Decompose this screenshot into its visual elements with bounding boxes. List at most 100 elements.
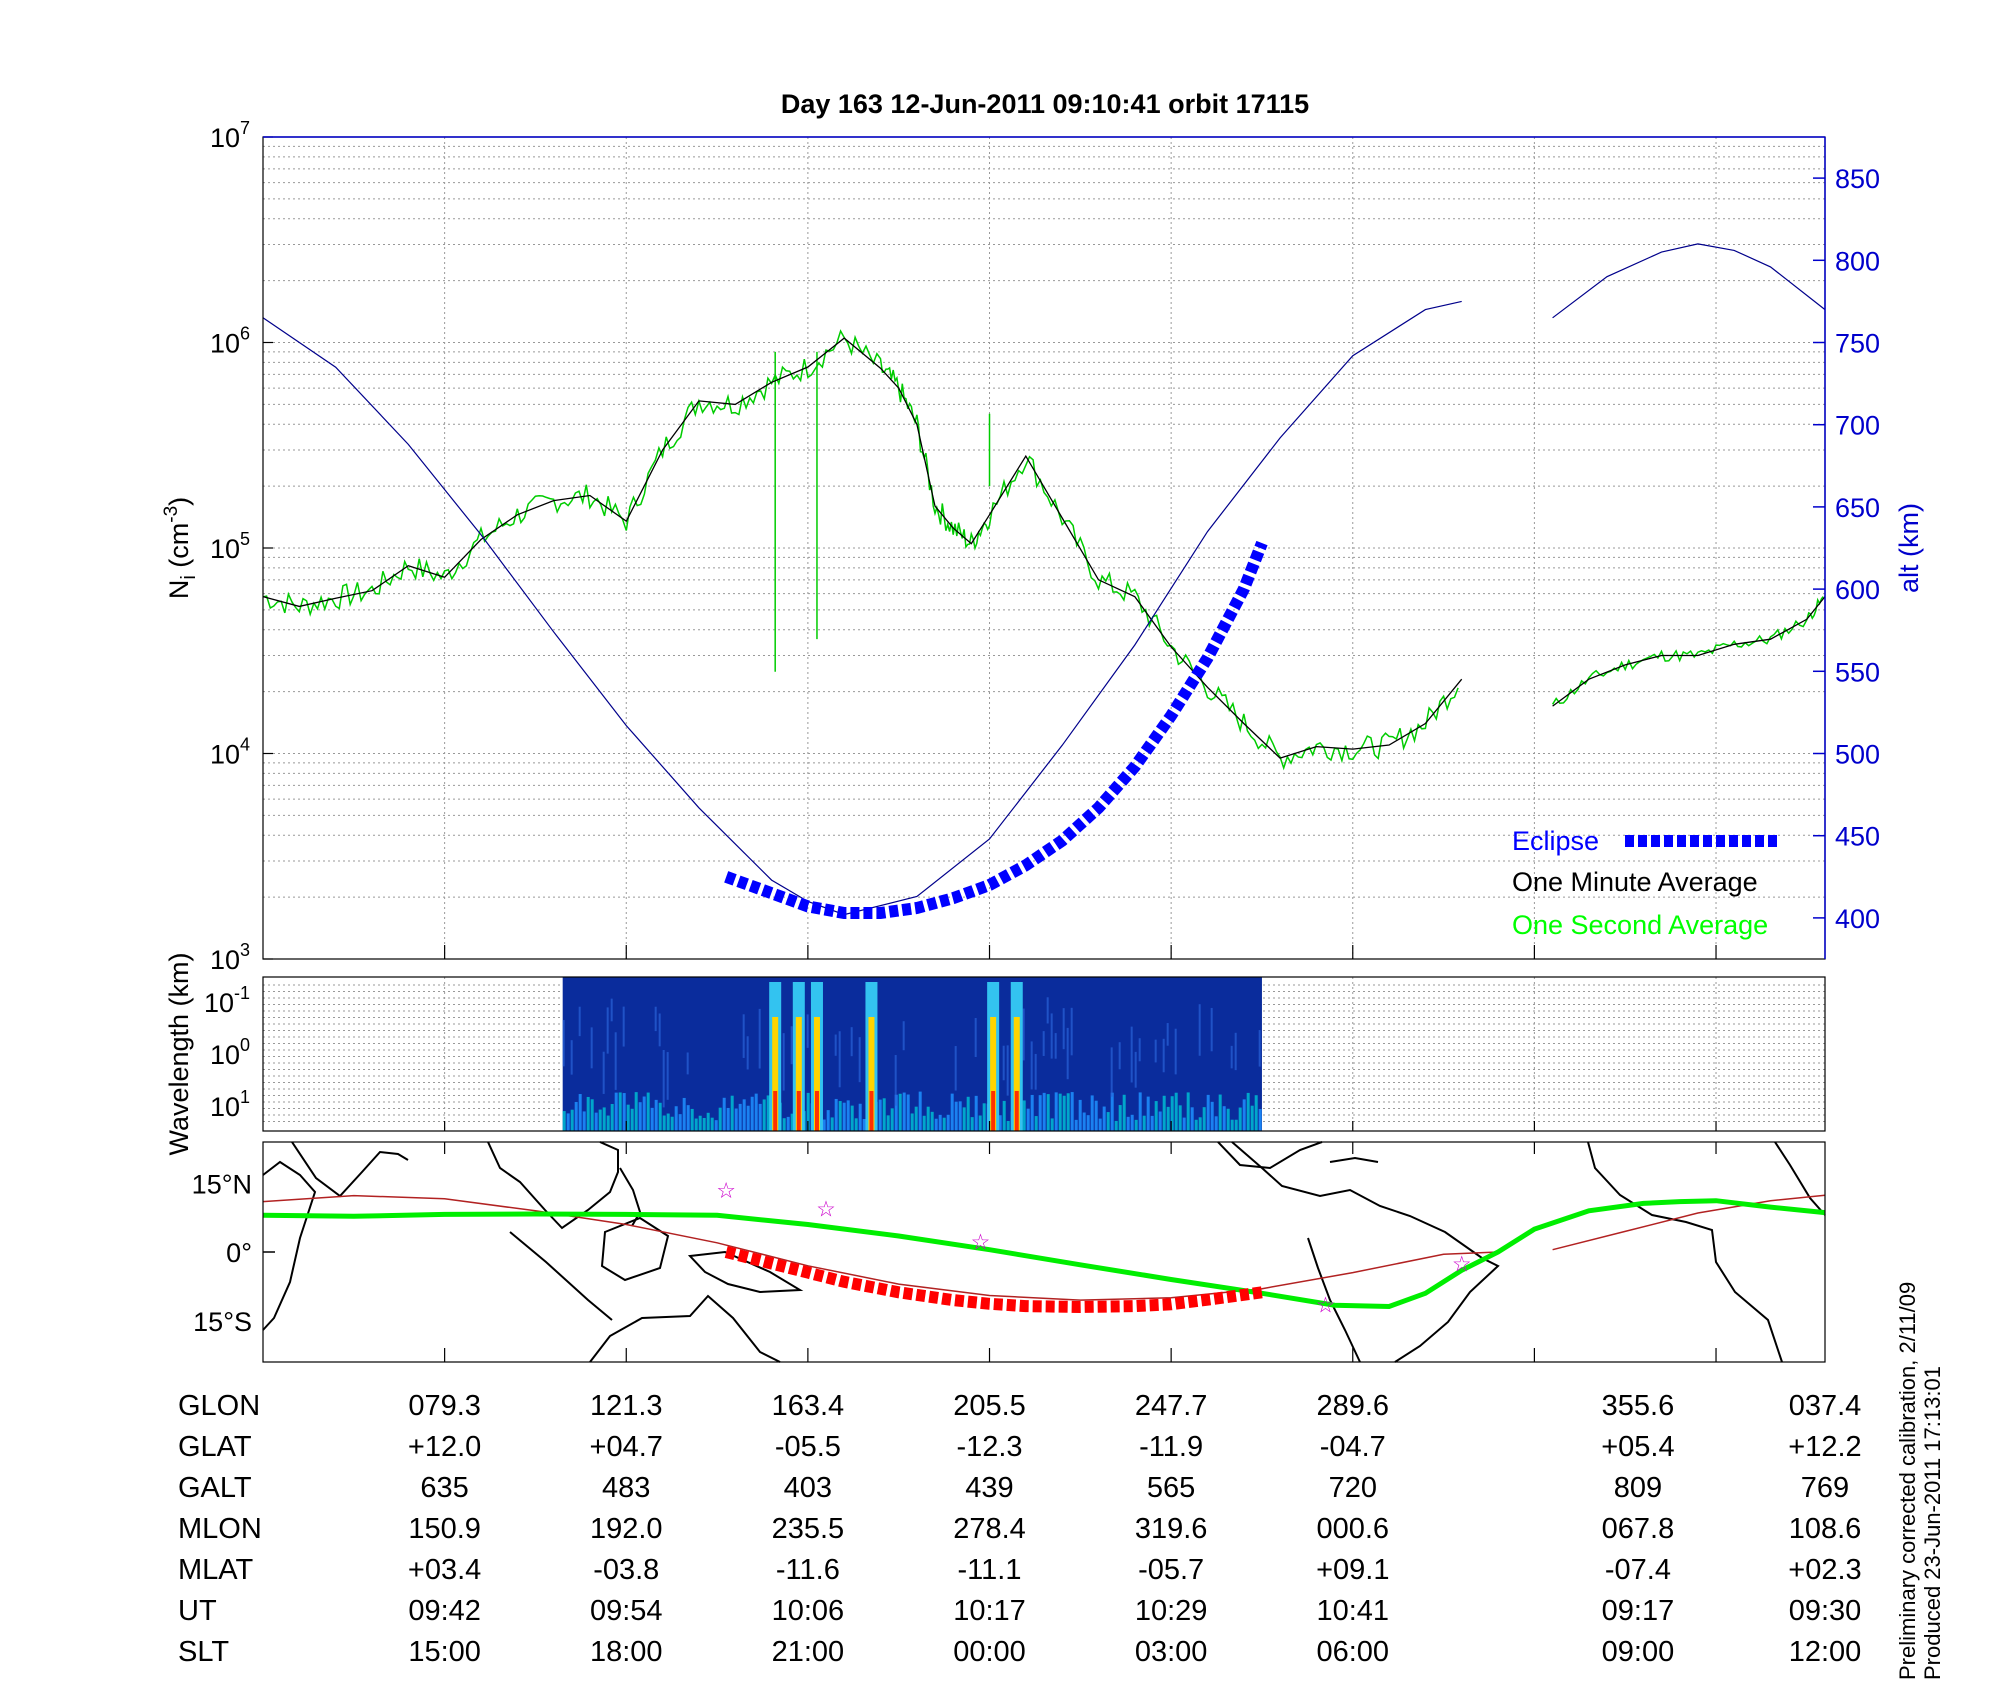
table-cell: -11.1 <box>957 1554 1022 1586</box>
spectrogram-column <box>1238 1107 1242 1131</box>
table-row-label: UT <box>178 1595 217 1627</box>
spectrogram-column <box>910 1113 914 1131</box>
spectrogram-column <box>1074 1119 1078 1131</box>
density-y-tick-labels: 103 104 105 106 107 <box>210 118 273 975</box>
spectrogram-streak <box>782 1033 785 1091</box>
table-row-label: GLON <box>178 1390 261 1422</box>
table-cell: 809 <box>1613 1472 1663 1504</box>
table-row-label: GLAT <box>178 1431 252 1463</box>
spectrogram-column <box>1182 1117 1186 1131</box>
spectrogram-column <box>646 1092 650 1131</box>
density-grid <box>263 137 1825 960</box>
spectrogram-column <box>1142 1115 1146 1131</box>
spectrogram-column <box>1138 1092 1142 1131</box>
spectrogram-column <box>562 1111 566 1131</box>
spectrogram-streak <box>1174 1028 1177 1075</box>
table-cell: +04.7 <box>589 1431 663 1463</box>
table-cell: 09:42 <box>408 1595 481 1627</box>
spectrogram-streak <box>1066 1027 1069 1080</box>
spectrogram-streak <box>1134 1051 1137 1088</box>
spectrogram-column <box>690 1108 694 1131</box>
map-y-tick-labels: 15°N 0° 15°S <box>192 1169 252 1337</box>
spectrogram-column <box>654 1099 658 1131</box>
density-series <box>262 243 1826 919</box>
spectrogram-column <box>846 1100 850 1131</box>
altitude-series <box>262 300 1462 916</box>
spectrogram-column <box>1038 1095 1042 1131</box>
spectrogram-column <box>826 1110 830 1131</box>
spectrogram-column <box>934 1118 938 1131</box>
spectrogram-streak <box>614 1032 617 1090</box>
spectrogram-column <box>906 1094 910 1131</box>
spectrogram-column <box>766 1095 770 1131</box>
map-panel-frame <box>262 1141 1826 1363</box>
table-row: SLT 15:00 18:00 21:00 00:00 03:00 06:00 09:00 12… <box>0 1636 1900 1676</box>
spectrogram-streak <box>666 1052 669 1100</box>
spectrogram-streak <box>602 1051 605 1094</box>
spectrogram-column <box>662 1115 666 1131</box>
spectrogram-column <box>1242 1099 1246 1131</box>
wavelength-y-tick-label: 101 <box>210 1087 250 1122</box>
spectrogram-streak <box>1234 1032 1237 1071</box>
spectrogram-column <box>594 1112 598 1131</box>
chart-title: Day 163 12-Jun-2011 09:10:41 orbit 17115 <box>781 89 1309 119</box>
spectrogram-column <box>890 1108 894 1131</box>
spectrogram-column <box>786 1116 790 1131</box>
spectrogram-column <box>1066 1093 1070 1131</box>
spectrogram-column <box>1086 1115 1090 1131</box>
spectrogram-column <box>590 1099 594 1131</box>
table-cell: 000.6 <box>1316 1513 1390 1545</box>
one-minute-series-2 <box>1552 596 1826 707</box>
star-marker: ☆ <box>1316 1293 1336 1318</box>
coastline-australia <box>589 1294 781 1363</box>
coastline-south-america <box>1231 1141 1500 1363</box>
spectrogram-column <box>1130 1114 1134 1131</box>
table-cell: -03.8 <box>593 1554 660 1586</box>
altitude-y-tick-label: 450 <box>1835 822 1880 852</box>
spectrogram-streak <box>578 1006 581 1037</box>
star-marker: ☆ <box>1452 1251 1472 1276</box>
spectrogram-column <box>1194 1119 1198 1131</box>
spectrogram-streak <box>1046 997 1049 1024</box>
spectrogram-column <box>858 1103 862 1131</box>
spectrogram-background <box>562 977 1262 1131</box>
table-cell: 289.6 <box>1316 1390 1390 1422</box>
spectrogram-streak <box>658 1013 661 1047</box>
spectrogram-column <box>1178 1105 1182 1131</box>
spectrogram-streak <box>1022 1008 1025 1061</box>
table-cell: 10:17 <box>953 1595 1026 1627</box>
spectrogram-burst-hot <box>773 1091 778 1131</box>
spectrogram-column <box>838 1101 842 1131</box>
star-marker: ☆ <box>816 1196 836 1221</box>
spectrogram-column <box>1054 1092 1058 1131</box>
spectrogram-column <box>1022 1100 1026 1131</box>
wavelength-y-tick-label: 10-1 <box>204 983 250 1018</box>
spectrogram-column <box>626 1104 630 1131</box>
spectrogram-column <box>1214 1116 1218 1131</box>
spectrogram-streak <box>1154 1039 1157 1063</box>
spectrogram-column <box>850 1105 854 1131</box>
spectrogram-column <box>1126 1116 1130 1131</box>
x-tick-marks <box>444 945 1717 1362</box>
coastline-caribbean <box>1329 1156 1379 1163</box>
spectrogram-column <box>754 1093 758 1131</box>
one-minute-series <box>262 337 1463 759</box>
spectrogram-column <box>1234 1119 1238 1131</box>
coastline-east-africa-right <box>1774 1141 1826 1216</box>
table-cell: 09:54 <box>589 1595 663 1627</box>
spectrogram-column <box>1122 1094 1126 1131</box>
coastlines <box>262 1141 1826 1363</box>
spectrogram-streak <box>858 1037 861 1083</box>
altitude-y-tick-label: 700 <box>1835 411 1880 441</box>
spectrogram-column <box>1202 1107 1206 1131</box>
spectrogram-column <box>1082 1112 1086 1131</box>
spectrogram-column <box>1110 1092 1114 1131</box>
map-y-tick-label: 15°N <box>192 1169 252 1199</box>
spectrogram-column <box>926 1106 930 1131</box>
spectrogram-column <box>678 1114 682 1131</box>
table-cell: 10:41 <box>1316 1595 1390 1627</box>
table-cell: 079.3 <box>408 1390 481 1422</box>
density-y-tick-label: 105 <box>210 529 250 564</box>
spectrogram-column <box>582 1111 586 1131</box>
table-row: MLAT +03.4 -03.8 -11.6 -11.1 -05.7 +09.1 -07.4 +… <box>0 1554 1900 1594</box>
